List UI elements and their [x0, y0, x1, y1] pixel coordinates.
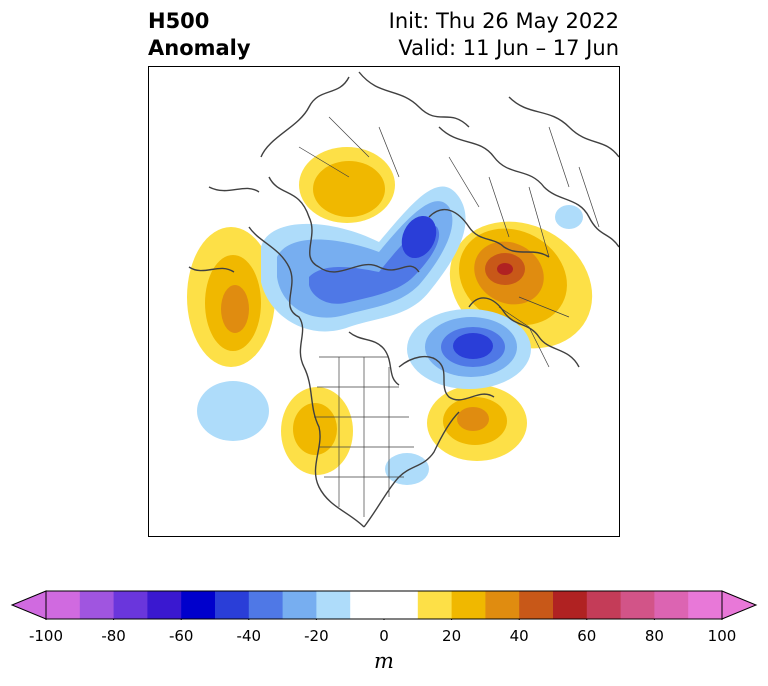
positive-anomalies	[187, 147, 593, 475]
colorbar-bin	[688, 591, 723, 619]
anomaly-trough-siberia-east	[555, 205, 583, 229]
colorbar-bin	[451, 591, 486, 619]
colorbar-tick-label: 60	[577, 627, 597, 645]
map-subtitle: Init: Thu 26 May 2022 Valid: 11 Jun – 17…	[389, 8, 619, 62]
anomaly-trough-pacific	[197, 381, 269, 441]
valid-range: Valid: 11 Jun – 17 Jun	[398, 36, 619, 60]
colorbar-bin	[586, 591, 622, 619]
anomaly-map	[187, 71, 619, 528]
colorbar-tick-label: -100	[28, 627, 64, 645]
colorbar-bin	[316, 591, 351, 619]
map-panel	[148, 66, 620, 537]
colorbar-bin	[620, 591, 655, 619]
negative-anomalies	[197, 186, 583, 485]
colorbar-bin	[46, 591, 81, 619]
colorbar-tick-label: 0	[379, 627, 389, 645]
colorbar-tick-label: -20	[304, 627, 329, 645]
colorbar-tick-label: 80	[644, 627, 664, 645]
colorbar-bin	[519, 591, 554, 619]
title-field: Anomaly	[148, 36, 251, 60]
title-variable: H500	[148, 9, 210, 33]
colorbar	[10, 590, 758, 620]
colorbar-tick-label: -80	[101, 627, 126, 645]
colorbar-bin	[654, 591, 689, 619]
colorbar-bin	[147, 591, 182, 619]
colorbar-unit: m	[374, 649, 394, 673]
colorbar-tick-label: -60	[168, 627, 194, 645]
colorbar-bin	[215, 591, 250, 619]
colorbar-tick-label: -40	[236, 627, 262, 645]
colorbar-tick-label: 100	[707, 627, 737, 645]
colorbar-extend-high	[721, 590, 758, 620]
colorbar-bin	[282, 591, 317, 619]
colorbar-bin	[485, 591, 520, 619]
borders	[298, 116, 600, 517]
colorbar-bin	[350, 591, 385, 619]
colorbar-bin	[113, 591, 148, 619]
colorbar-extend-low	[10, 590, 47, 620]
colorbar-bin	[553, 591, 588, 619]
colorbar-tick-label: 20	[442, 627, 462, 645]
anomaly-trough-east-us	[385, 453, 429, 485]
colorbar-bin	[79, 591, 115, 619]
init-date: Init: Thu 26 May 2022	[388, 9, 619, 33]
colorbar-bin	[417, 591, 453, 619]
map-title: H500 Anomaly	[148, 8, 251, 62]
colorbar-bin	[384, 591, 419, 619]
coastlines	[188, 71, 619, 528]
colorbar-bin	[181, 591, 216, 619]
colorbar-bin	[248, 591, 284, 619]
colorbar-tick-label: 40	[509, 627, 529, 645]
